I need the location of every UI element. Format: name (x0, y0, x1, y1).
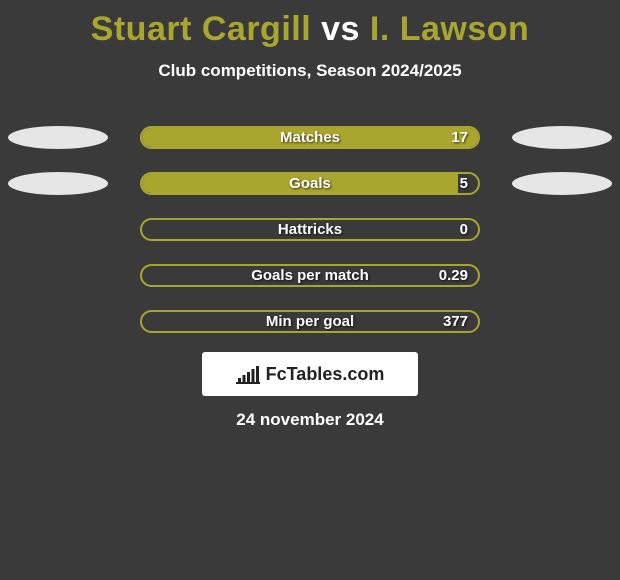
stat-bar: Min per goal 377 (140, 310, 480, 333)
stat-label: Min per goal (266, 312, 354, 331)
stat-value: 0.29 (439, 266, 468, 285)
comparison-infographic: Stuart Cargill vs I. Lawson Club competi… (0, 0, 620, 580)
title-player1: Stuart Cargill (91, 10, 311, 48)
stat-label: Hattricks (278, 220, 342, 239)
stat-row: Matches 17 (0, 120, 620, 166)
stat-value: 377 (443, 312, 468, 331)
stat-value: 5 (460, 174, 468, 193)
stat-value: 0 (460, 220, 468, 239)
title-player2: I. Lawson (370, 10, 529, 48)
stat-row: Goals per match 0.29 (0, 258, 620, 304)
title-vs: vs (321, 10, 360, 48)
subtitle: Club competitions, Season 2024/2025 (0, 61, 620, 81)
stat-bar: Matches 17 (140, 126, 480, 149)
right-ellipse (512, 172, 612, 195)
stat-row: Hattricks 0 (0, 212, 620, 258)
stats-rows: Matches 17 Goals 5 Hattricks 0 Goals per match… (0, 120, 620, 350)
stat-row: Goals 5 (0, 166, 620, 212)
stat-bar: Goals 5 (140, 172, 480, 195)
stat-bar: Goals per match 0.29 (140, 264, 480, 287)
left-ellipse (8, 172, 108, 195)
branding-text: FcTables.com (266, 364, 385, 385)
page-title: Stuart Cargill vs I. Lawson (0, 0, 620, 49)
branding-badge: FcTables.com (202, 352, 418, 396)
date-text: 24 november 2024 (0, 410, 620, 430)
bar-chart-icon (236, 364, 260, 384)
stat-label: Goals per match (251, 266, 369, 285)
stat-label: Goals (289, 174, 331, 193)
stat-bar: Hattricks 0 (140, 218, 480, 241)
left-ellipse (8, 126, 108, 149)
stat-row: Min per goal 377 (0, 304, 620, 350)
right-ellipse (512, 126, 612, 149)
stat-value: 17 (451, 128, 468, 147)
stat-label: Matches (280, 128, 340, 147)
